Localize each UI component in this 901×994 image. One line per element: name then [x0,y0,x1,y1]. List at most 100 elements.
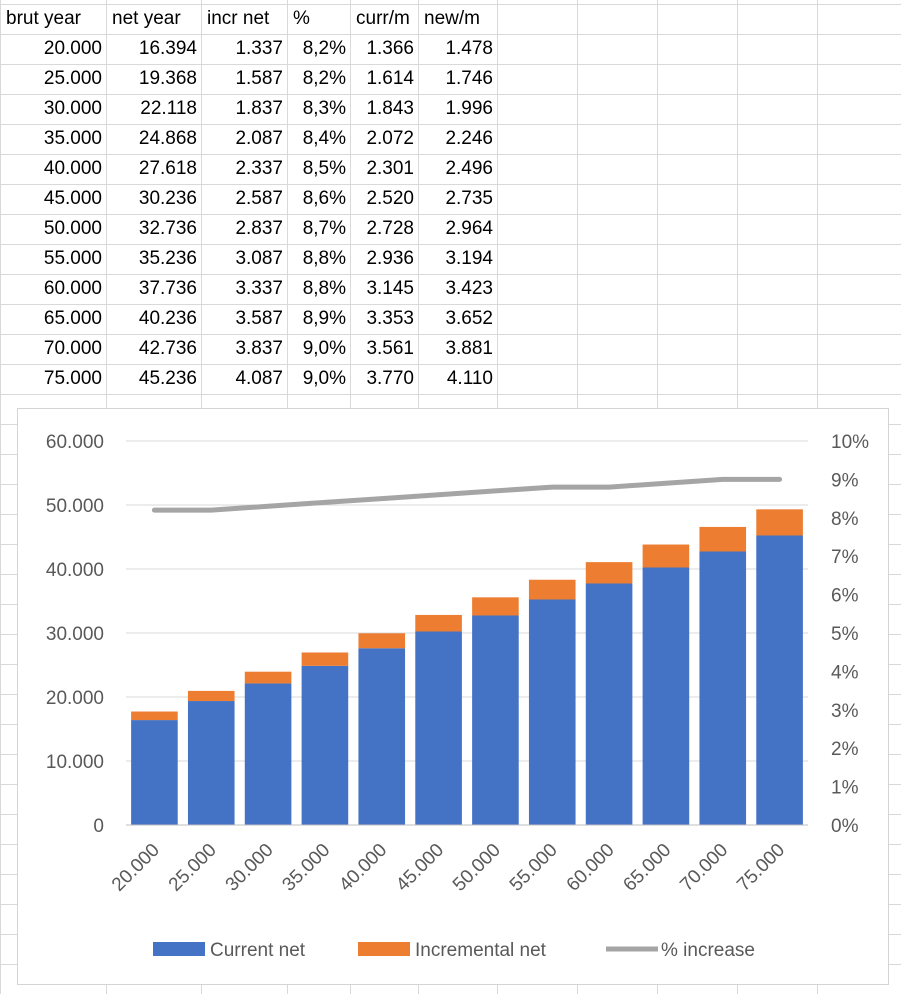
table-cell[interactable]: 22.118 [140,98,197,119]
table-cell[interactable]: 1.478 [445,38,493,59]
bar-incremental-net [415,614,462,632]
y2-tick-label: 7% [831,547,859,568]
table-cell[interactable]: 1.746 [445,68,493,89]
table-cell[interactable]: 42.736 [138,338,197,359]
table-cell[interactable]: 3.194 [445,248,493,269]
table-cell[interactable]: 32.736 [138,218,197,239]
table-cell[interactable]: 8,2% [302,38,346,59]
table-cell[interactable]: 75.000 [43,368,102,389]
header-cell[interactable]: new/m [424,8,480,29]
table-cell[interactable]: 3.770 [366,368,414,389]
table-cell[interactable]: 3.353 [366,308,414,329]
header-cell[interactable]: brut year [6,8,81,29]
table-cell[interactable]: 1.337 [235,38,283,59]
table-cell[interactable]: 2.087 [235,128,283,149]
table-cell[interactable]: 3.837 [235,338,283,359]
table-cell[interactable]: 25.000 [43,68,102,89]
table-cell[interactable]: 16.394 [138,38,197,59]
table-cell[interactable]: 1.843 [366,98,414,119]
y-tick-label: 10.000 [46,752,104,773]
table-cell[interactable]: 8,9% [302,308,346,329]
table-cell[interactable]: 37.736 [138,278,197,299]
table-cell[interactable]: 3.881 [445,338,493,359]
legend-swatch-incremental-net [358,942,410,956]
table-cell[interactable]: 30.000 [43,98,102,119]
table-cell[interactable]: 50.000 [43,218,102,239]
table-cell[interactable]: 2.587 [235,188,283,209]
table-cell[interactable]: 35.236 [138,248,197,269]
y2-tick-label: 6% [831,586,859,607]
table-cell[interactable]: 8,4% [302,128,346,149]
table-cell[interactable]: 8,3% [302,98,346,119]
chart-container[interactable]: 0 10.000 20.000 30.000 40.000 50.000 60.000 0% 1… [17,408,889,985]
table-cell[interactable]: 3.423 [445,278,493,299]
x-tick-label: 50.000 [449,840,505,896]
table-cell[interactable]: 9,0% [302,368,346,389]
y2-tick-label: 5% [831,624,859,645]
table-cell[interactable]: 27.618 [138,158,197,179]
bar-incremental-net [301,652,349,666]
y2-tick-label: 3% [831,701,859,722]
table-cell[interactable]: 40.236 [138,308,197,329]
y-tick-label: 0 [93,816,104,837]
table-cell[interactable]: 1.614 [366,68,414,89]
table-cell[interactable]: 2.072 [366,128,414,149]
y2-tick-label: 9% [831,470,859,491]
table-cell[interactable]: 8,8% [302,278,346,299]
table-cell[interactable]: 3.561 [366,338,414,359]
table-cell[interactable]: 70.000 [43,338,102,359]
table-cell[interactable]: 20.000 [43,38,102,59]
header-cell[interactable]: net year [112,8,181,29]
x-tick-label: 35.000 [279,840,335,896]
table-cell[interactable]: 2.337 [235,158,283,179]
table-cell[interactable]: 65.000 [43,308,102,329]
table-cell[interactable]: 3.652 [445,308,493,329]
table-cell[interactable]: 8,2% [302,68,346,89]
table-cell[interactable]: 8,7% [302,218,346,239]
table-cell[interactable]: 24.868 [138,128,197,149]
table-cell[interactable]: 1.996 [445,98,493,119]
table-cell[interactable]: 2.728 [366,218,414,239]
table-cell[interactable]: 30.236 [138,188,197,209]
legend-swatch-current-net [153,942,205,956]
bar-current-net [187,701,235,825]
table-cell[interactable]: 3.145 [366,278,414,299]
table-cell[interactable]: 3.337 [235,278,283,299]
header-cell[interactable]: curr/m [356,8,410,29]
bar-current-net [699,551,747,825]
legend-label: Current net [210,940,306,961]
table-cell[interactable]: 1.587 [235,68,283,89]
table-cell[interactable]: 60.000 [43,278,102,299]
table-cell[interactable]: 2.837 [235,218,283,239]
header-cell[interactable]: incr net [207,8,270,29]
bar-current-net [415,631,462,825]
table-cell[interactable]: 2.301 [366,158,414,179]
table-cell[interactable]: 2.496 [445,158,493,179]
table-cell[interactable]: 45.000 [43,188,102,209]
table-cell[interactable]: 4.110 [446,368,493,389]
table-cell[interactable]: 55.000 [43,248,102,269]
table-cell[interactable]: 3.087 [235,248,283,269]
y2-tick-label: 8% [831,509,859,530]
table-cell[interactable]: 2.964 [445,218,493,239]
table-cell[interactable]: 35.000 [43,128,102,149]
table-cell[interactable]: 1.366 [366,38,414,59]
header-cell[interactable]: % [293,8,310,29]
table-cell[interactable]: 1.837 [235,98,283,119]
table-cell[interactable]: 8,8% [302,248,346,269]
table-cell[interactable]: 3.587 [235,308,283,329]
table-cell[interactable]: 8,5% [302,158,346,179]
table-cell[interactable]: 2.936 [366,248,414,269]
table-cell[interactable]: 40.000 [43,158,102,179]
table-cell[interactable]: 4.087 [235,368,283,389]
table-cell[interactable]: 2.735 [445,188,493,209]
table-cell[interactable]: 9,0% [302,338,346,359]
table-cell[interactable]: 8,6% [302,188,346,209]
bar-incremental-net [585,562,633,584]
bar-current-net [244,683,292,825]
table-cell[interactable]: 2.246 [445,128,493,149]
table-cell[interactable]: 2.520 [366,188,414,209]
table-cell[interactable]: 19.368 [138,68,197,89]
y-tick-label: 20.000 [46,688,104,709]
table-cell[interactable]: 45.236 [138,368,197,389]
